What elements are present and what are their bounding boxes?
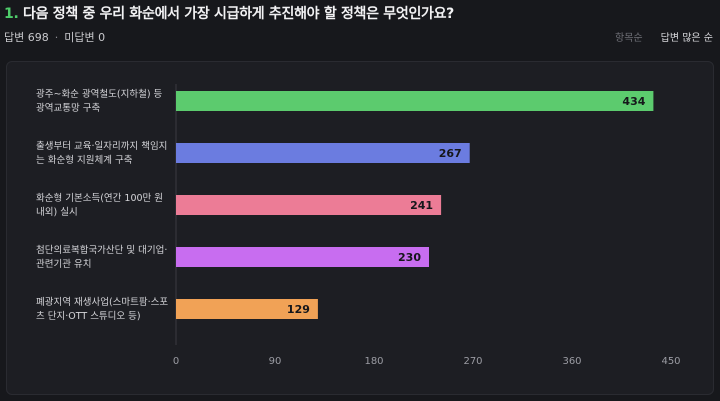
category-label-line: 출생부터 교육·일자리까지 책임지 (36, 140, 167, 152)
bar-value-label: 241 (410, 199, 433, 212)
x-tick-label: 90 (269, 356, 282, 367)
bar[interactable] (176, 91, 654, 111)
category-label-line: 광주~화순 광역철도(지하철) 등 (36, 88, 163, 100)
question-text: 다음 정책 중 우리 화순에서 가장 시급하게 추진해야 할 정책은 무엇인가요… (23, 6, 455, 22)
answered-count: 답변 698 (4, 31, 49, 44)
category-label-line: 츠 단지·OTT 스튜디오 등) (36, 311, 141, 322)
chart-panel (6, 61, 714, 395)
question-number: 1. (4, 6, 19, 22)
bar-value-label: 267 (439, 147, 462, 160)
sort-by-item-button[interactable]: 항목순 (615, 33, 643, 44)
category-label-line: 화순형 기본소득(연간 100만 원 (36, 193, 163, 204)
category-label-line: 내외) 실시 (36, 206, 78, 218)
x-tick-label: 0 (173, 356, 179, 367)
bar-value-label: 129 (287, 303, 310, 316)
x-tick-label: 450 (661, 356, 680, 367)
category-label-line: 광역교통망 구축 (36, 102, 100, 114)
x-tick-label: 270 (463, 356, 482, 367)
question-title: 1. 다음 정책 중 우리 화순에서 가장 시급하게 추진해야 할 정책은 무엇… (4, 3, 454, 23)
bar-value-label: 434 (622, 95, 645, 108)
unanswered-count: 미답변 0 (64, 31, 106, 44)
x-tick-label: 360 (562, 356, 581, 367)
category-label-line: 첨단의료복합국가산단 및 대기업· (36, 244, 167, 256)
category-label-line: 폐광지역 재생사업(스마트팜·스포 (36, 296, 168, 308)
bar[interactable] (176, 299, 318, 319)
separator-dot: · (54, 31, 59, 44)
category-label-line: 는 화순형 지원체계 구축 (36, 154, 133, 166)
bar[interactable] (176, 247, 429, 267)
category-label: 첨단의료복합국가산단 및 대기업· 관련기관 유치 (36, 244, 167, 270)
answer-stats: 답변 698 · 미답변 0 (4, 29, 105, 45)
bar[interactable] (176, 143, 470, 163)
sort-by-count-button[interactable]: 답변 많은 순 (660, 33, 713, 44)
sort-options: 항목순 답변 많은 순 (615, 29, 713, 44)
x-tick-label: 180 (364, 356, 383, 367)
category-label-line: 관련기관 유치 (36, 258, 91, 270)
bar-value-label: 230 (398, 251, 421, 264)
bar[interactable] (176, 195, 442, 215)
